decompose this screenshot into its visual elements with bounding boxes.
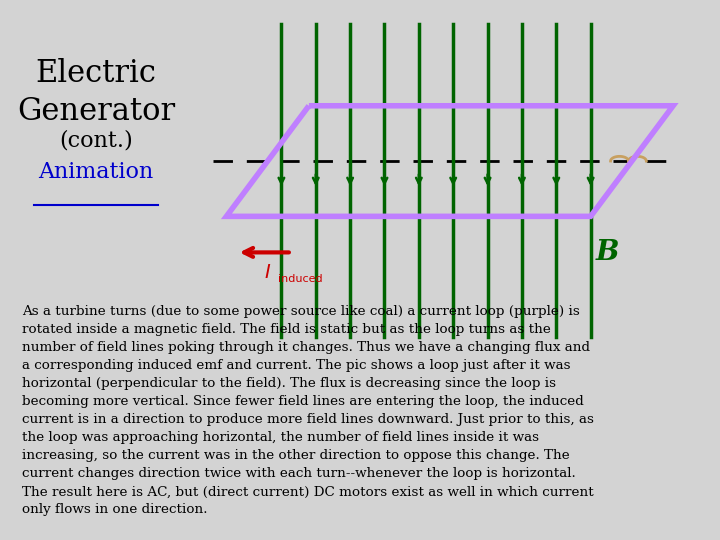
Text: Generator: Generator: [17, 96, 175, 127]
Text: B: B: [596, 239, 620, 266]
Text: As a turbine turns (due to some power source like coal) a current loop (purple) : As a turbine turns (due to some power so…: [22, 305, 594, 516]
Text: (cont.): (cont.): [59, 130, 132, 152]
Text: Electric: Electric: [35, 58, 156, 89]
Text: induced: induced: [278, 274, 323, 284]
Text: $I$: $I$: [264, 263, 271, 282]
Text: Animation: Animation: [38, 161, 153, 183]
